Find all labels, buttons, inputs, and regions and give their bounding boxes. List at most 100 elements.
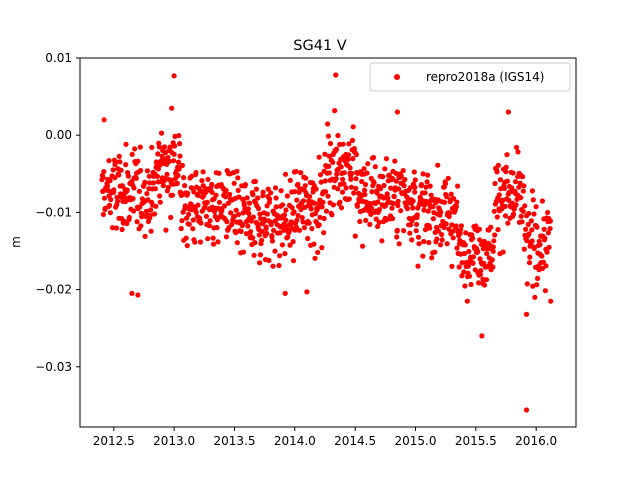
data-point xyxy=(345,152,352,158)
data-point xyxy=(542,288,549,294)
data-point xyxy=(295,181,301,187)
data-point xyxy=(203,213,209,219)
data-point xyxy=(255,205,262,212)
data-point xyxy=(282,290,288,296)
data-point xyxy=(464,298,470,304)
data-point xyxy=(154,173,160,179)
data-point xyxy=(183,235,189,241)
data-point xyxy=(234,240,240,246)
data-point xyxy=(172,143,178,149)
data-point xyxy=(510,211,517,217)
data-point xyxy=(401,183,407,189)
data-point xyxy=(421,207,427,213)
data-point xyxy=(205,176,211,182)
data-point xyxy=(124,187,130,193)
y-tick-label: 0.01 xyxy=(45,51,72,65)
data-point xyxy=(430,216,436,222)
data-point xyxy=(129,151,135,157)
data-point xyxy=(110,167,116,173)
data-point xyxy=(209,181,215,188)
data-point xyxy=(352,233,358,239)
data-point xyxy=(271,227,277,233)
data-point xyxy=(521,246,527,252)
data-point xyxy=(376,206,383,213)
data-point xyxy=(250,235,256,241)
data-point xyxy=(326,170,332,176)
data-point xyxy=(134,219,140,225)
data-point xyxy=(535,275,541,281)
data-point xyxy=(503,169,509,175)
data-point xyxy=(124,221,130,227)
data-point xyxy=(457,230,463,237)
data-point xyxy=(414,212,420,218)
data-point xyxy=(251,252,257,258)
data-point xyxy=(294,197,300,203)
data-point xyxy=(520,208,526,214)
data-point xyxy=(349,170,355,177)
data-point xyxy=(518,195,524,201)
data-point xyxy=(547,226,553,232)
data-point xyxy=(475,248,481,255)
data-point xyxy=(362,187,368,193)
data-point xyxy=(379,238,385,244)
data-point xyxy=(415,234,422,240)
data-point xyxy=(115,198,121,204)
data-point xyxy=(265,186,271,192)
data-point xyxy=(513,144,520,150)
data-point xyxy=(138,223,144,229)
data-point xyxy=(368,211,374,217)
data-point xyxy=(135,292,141,298)
data-point xyxy=(373,216,379,222)
data-point xyxy=(484,264,490,270)
data-point xyxy=(204,199,210,205)
data-point xyxy=(426,239,432,246)
data-point xyxy=(420,253,426,259)
data-point xyxy=(345,156,351,162)
data-point xyxy=(489,257,495,263)
data-point xyxy=(361,166,367,172)
data-point xyxy=(142,179,148,185)
data-point xyxy=(167,144,173,150)
data-point xyxy=(360,243,366,249)
data-point xyxy=(119,226,125,233)
data-point xyxy=(311,200,318,206)
data-point xyxy=(330,159,336,165)
data-point xyxy=(107,210,113,216)
data-point xyxy=(448,191,454,197)
data-point xyxy=(442,181,449,187)
data-point xyxy=(540,259,547,265)
data-point xyxy=(497,177,503,183)
data-point xyxy=(515,149,521,155)
data-point xyxy=(338,164,344,170)
data-point xyxy=(380,174,386,180)
data-point xyxy=(490,248,496,254)
data-point xyxy=(351,190,357,196)
data-point xyxy=(280,202,286,208)
data-point xyxy=(513,202,519,208)
data-point xyxy=(321,215,327,222)
data-point xyxy=(519,219,525,225)
data-point xyxy=(347,165,353,171)
data-point xyxy=(398,208,404,214)
data-point xyxy=(215,239,221,245)
data-point xyxy=(455,183,461,189)
data-point xyxy=(389,205,395,211)
y-tick-label: −0.02 xyxy=(35,283,72,297)
data-point xyxy=(346,196,352,202)
data-point xyxy=(443,221,449,227)
data-point xyxy=(400,168,406,174)
x-tick-label: 2014.5 xyxy=(334,434,376,448)
data-point xyxy=(135,158,141,164)
data-point xyxy=(164,171,170,177)
data-point xyxy=(439,231,445,238)
data-point xyxy=(257,252,264,258)
data-point xyxy=(145,197,151,203)
data-point xyxy=(315,249,321,255)
data-point xyxy=(393,178,399,184)
data-point xyxy=(246,210,252,217)
data-point xyxy=(198,188,204,194)
data-point xyxy=(501,185,507,191)
data-point xyxy=(444,241,450,247)
data-point xyxy=(544,249,550,255)
data-point xyxy=(502,213,509,219)
